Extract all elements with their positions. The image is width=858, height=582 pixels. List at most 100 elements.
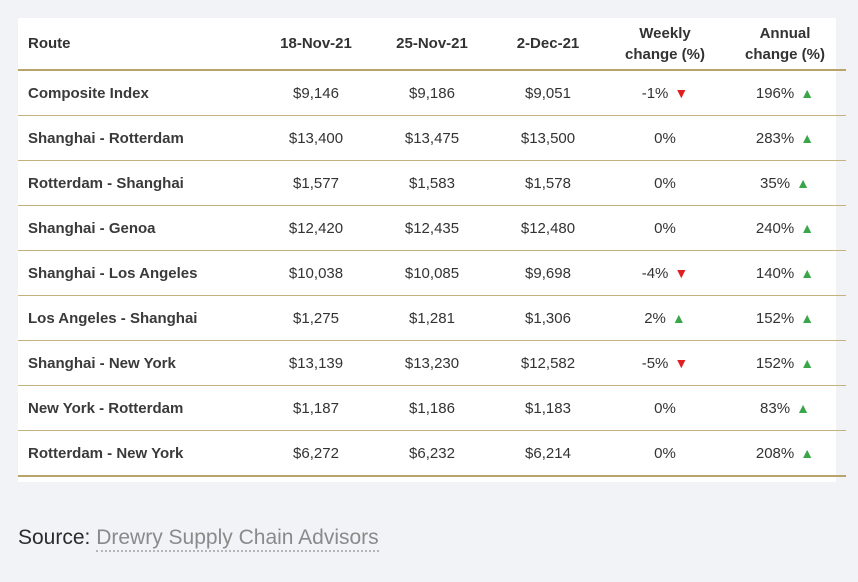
annual-change-cell: 152% ▲	[724, 295, 846, 341]
table-row: Rotterdam - Shanghai $1,577 $1,583 $1,578 0%…	[18, 160, 846, 206]
rate-cell-date-1-value: $9,146	[293, 84, 339, 102]
rate-cell-date-1-value: $1,275	[293, 309, 339, 327]
route-cell-value: Shanghai - Genoa	[28, 219, 156, 237]
rates-table-card: Route 18-Nov-21 25-Nov-21 2-Dec-21 Weekl…	[18, 18, 846, 482]
rate-cell-date-1: $10,038	[258, 250, 374, 296]
route-cell: Rotterdam - Shanghai	[18, 160, 258, 206]
table-row: Shanghai - New York $13,139 $13,230 $12,582…	[18, 340, 846, 386]
weekly-change-cell-value: -5%	[641, 354, 669, 372]
triangle-down-icon: ▼	[674, 84, 689, 101]
rate-cell-date-3-value: $6,214	[525, 444, 571, 462]
source-label: Source:	[18, 526, 91, 549]
route-cell: Shanghai - Rotterdam	[18, 115, 258, 161]
table-body: Composite Index $9,146 $9,186 $9,051 -1% ▼ 196…	[18, 70, 846, 477]
rate-cell-date-1-value: $1,577	[293, 174, 339, 192]
table-row: New York - Rotterdam $1,187 $1,186 $1,183 0%…	[18, 385, 846, 431]
header-date-1: 18-Nov-21	[258, 18, 374, 71]
triangle-up-icon: ▲	[800, 444, 815, 461]
triangle-up-icon: ▲	[800, 84, 815, 101]
rate-cell-date-1: $9,146	[258, 70, 374, 116]
annual-change-cell-value: 208%	[755, 444, 795, 462]
annual-change-cell: 196% ▲	[724, 70, 846, 116]
header-weekly-change: Weekly change (%)	[606, 18, 724, 71]
weekly-change-cell: 2% ▲	[606, 295, 724, 341]
rate-cell-date-3-value: $1,183	[525, 399, 571, 417]
route-cell: New York - Rotterdam	[18, 385, 258, 431]
triangle-up-icon: ▲	[800, 129, 815, 146]
route-cell-value: Los Angeles - Shanghai	[28, 309, 198, 327]
route-cell: Los Angeles - Shanghai	[18, 295, 258, 341]
weekly-change-cell: -1% ▼	[606, 70, 724, 116]
header-weekly-line2: change (%)	[624, 45, 705, 63]
weekly-change-cell-value: 0%	[654, 219, 676, 237]
rate-cell-date-2-value: $1,281	[409, 309, 455, 327]
rate-cell-date-1-value: $1,187	[293, 399, 339, 417]
rate-cell-date-2: $6,232	[374, 430, 490, 477]
source-line: Source: Drewry Supply Chain Advisors	[18, 526, 379, 552]
rate-cell-date-2-value: $9,186	[409, 84, 455, 102]
rate-cell-date-1: $13,139	[258, 340, 374, 386]
weekly-change-cell-value: 0%	[654, 444, 676, 462]
rate-cell-date-1: $1,275	[258, 295, 374, 341]
triangle-up-icon: ▲	[796, 399, 810, 416]
rate-cell-date-2-value: $1,186	[409, 399, 455, 417]
rate-cell-date-2: $9,186	[374, 70, 490, 116]
route-cell-value: Shanghai - New York	[28, 354, 176, 372]
table-row: Shanghai - Los Angeles $10,038 $10,085 $9,6…	[18, 250, 846, 296]
header-route: Route	[18, 18, 258, 71]
annual-change-cell-value: 152%	[755, 354, 795, 372]
header-annual-line1: Annual	[759, 24, 811, 42]
rate-cell-date-1: $1,187	[258, 385, 374, 431]
weekly-change-cell: 0%	[606, 115, 724, 161]
annual-change-cell-value: 240%	[755, 219, 795, 237]
table-header-row: Route 18-Nov-21 25-Nov-21 2-Dec-21 Weekl…	[18, 18, 846, 71]
route-cell: Shanghai - Los Angeles	[18, 250, 258, 296]
rate-cell-date-3-value: $12,480	[520, 219, 576, 237]
rate-cell-date-3: $9,698	[490, 250, 606, 296]
annual-change-cell: 283% ▲	[724, 115, 846, 161]
source-link[interactable]: Drewry Supply Chain Advisors	[96, 526, 379, 552]
rate-cell-date-1: $12,420	[258, 205, 374, 251]
triangle-up-icon: ▲	[800, 264, 815, 281]
rate-cell-date-1-value: $12,420	[288, 219, 344, 237]
annual-change-cell-value: 35%	[760, 174, 791, 192]
rate-cell-date-1-value: $6,272	[293, 444, 339, 462]
annual-change-cell-value: 83%	[760, 399, 791, 417]
header-annual-change: Annual change (%)	[724, 18, 846, 71]
rate-cell-date-3: $12,582	[490, 340, 606, 386]
rate-cell-date-3: $1,578	[490, 160, 606, 206]
rate-cell-date-2-value: $13,475	[404, 129, 460, 147]
weekly-change-cell: -5% ▼	[606, 340, 724, 386]
route-cell-value: Shanghai - Los Angeles	[28, 264, 198, 282]
weekly-change-cell: 0%	[606, 385, 724, 431]
rate-cell-date-2: $1,186	[374, 385, 490, 431]
rate-cell-date-2-value: $1,583	[409, 174, 455, 192]
rate-cell-date-1-value: $10,038	[288, 264, 344, 282]
annual-change-cell: 140% ▲	[724, 250, 846, 296]
rate-cell-date-3-value: $13,500	[520, 129, 576, 147]
triangle-up-icon: ▲	[800, 354, 815, 371]
header-weekly-line1: Weekly	[639, 24, 691, 42]
annual-change-cell-value: 152%	[755, 309, 795, 327]
header-date-2: 25-Nov-21	[374, 18, 490, 71]
rate-cell-date-1: $6,272	[258, 430, 374, 477]
rate-cell-date-2: $13,475	[374, 115, 490, 161]
rate-cell-date-3-value: $9,051	[525, 84, 571, 102]
rate-cell-date-3: $1,306	[490, 295, 606, 341]
rate-cell-date-2-value: $6,232	[409, 444, 455, 462]
rate-cell-date-2: $1,281	[374, 295, 490, 341]
table-row: Shanghai - Rotterdam $13,400 $13,475 $13,50…	[18, 115, 846, 161]
route-cell-value: New York - Rotterdam	[28, 399, 184, 417]
triangle-down-icon: ▼	[674, 354, 689, 371]
annual-change-cell-value: 283%	[755, 129, 795, 147]
rate-cell-date-1: $1,577	[258, 160, 374, 206]
rate-cell-date-3: $1,183	[490, 385, 606, 431]
weekly-change-cell-value: 0%	[654, 399, 676, 417]
rate-cell-date-2: $1,583	[374, 160, 490, 206]
route-cell: Shanghai - New York	[18, 340, 258, 386]
route-cell: Composite Index	[18, 70, 258, 116]
triangle-up-icon: ▲	[796, 174, 810, 191]
weekly-change-cell: 0%	[606, 160, 724, 206]
route-cell-value: Shanghai - Rotterdam	[28, 129, 184, 147]
weekly-change-cell-value: 0%	[654, 174, 676, 192]
